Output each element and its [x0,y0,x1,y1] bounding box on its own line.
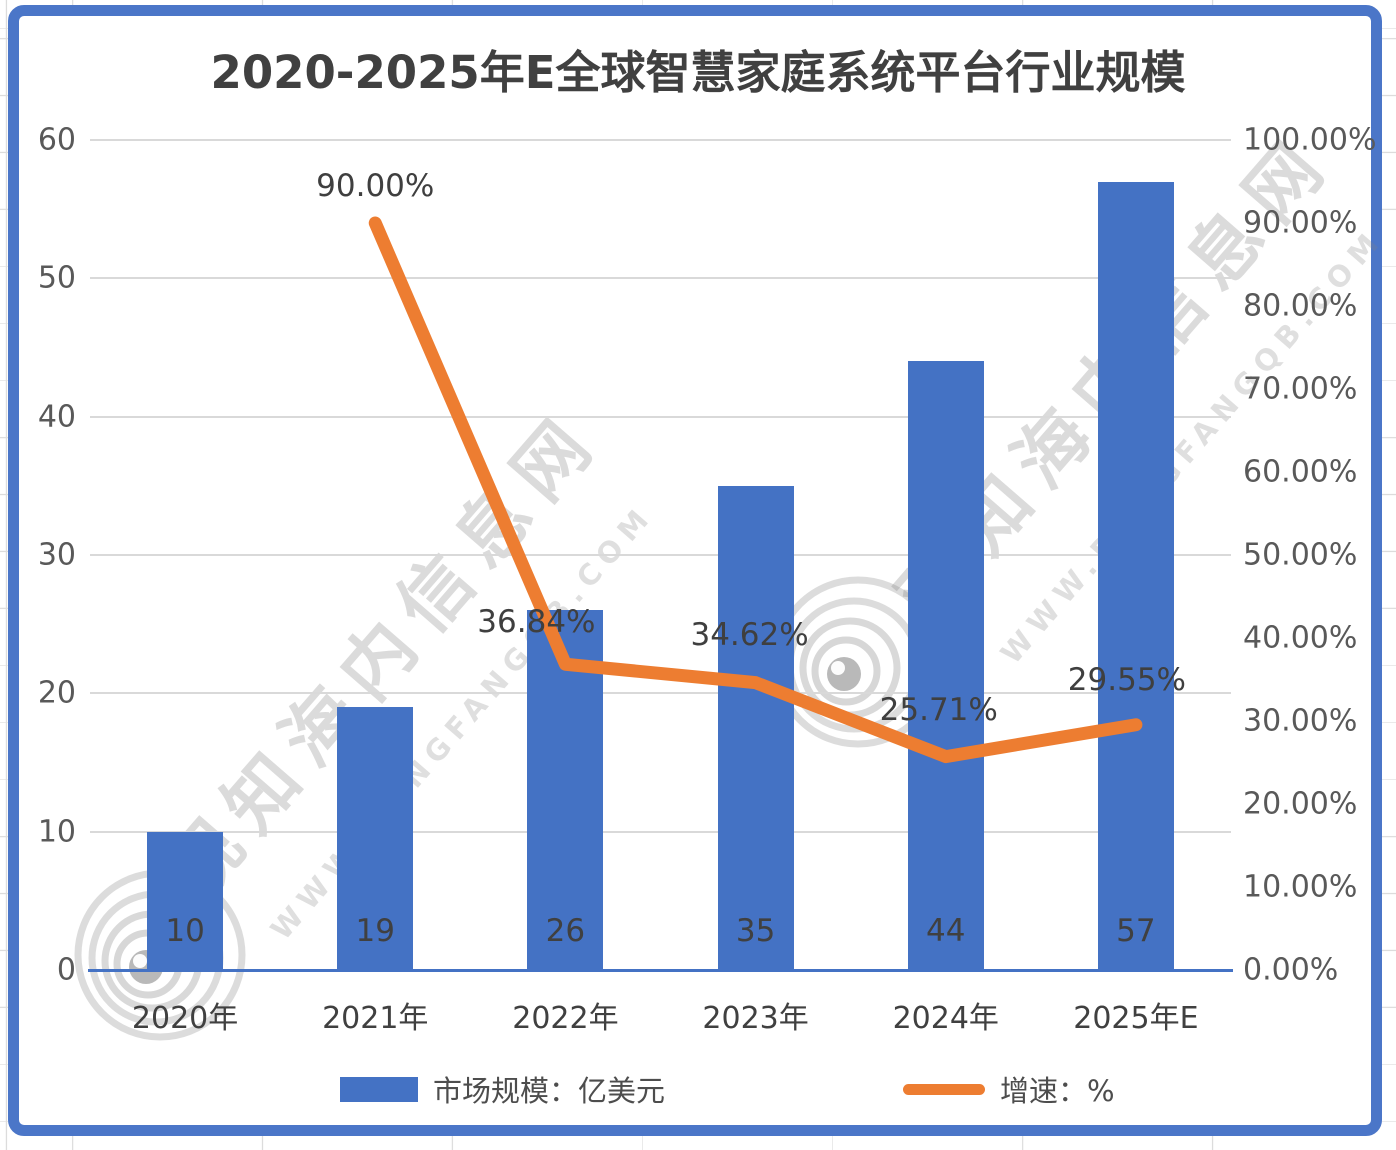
left-axis-tick: 30 [37,537,76,573]
right-axis-tick: 40.00% [1243,620,1358,656]
legend-label-market-size: 市场规模：亿美元 [433,1074,666,1108]
category-axis-line [88,969,1233,972]
right-axis-tick: 80.00% [1243,288,1358,324]
gridline [90,692,1231,695]
left-axis-tick: 50 [37,260,76,296]
gridline [90,554,1231,556]
right-axis-tick: 10.00% [1243,869,1358,905]
x-axis-label: 2025年E [1073,1001,1199,1036]
right-axis-tick: 70.00% [1243,371,1358,407]
right-axis-tick: 30.00% [1243,703,1358,739]
right-axis-tick: 60.00% [1243,454,1358,490]
legend-item-growth-rate: 增速：% [903,1068,1115,1110]
right-axis-tick: 50.00% [1243,537,1358,573]
x-axis-label: 2024年 [892,1001,999,1036]
chart-title: 2020-2025年E全球智慧家庭系统平台行业规模 [210,46,1186,99]
legend-line-swatch [903,1083,985,1095]
legend-bar-swatch [340,1076,418,1102]
bar-value-label: 57 [1116,913,1156,949]
bar [907,361,984,970]
legend-item-market-size: 市场规模：亿美元 [340,1068,665,1110]
x-axis-label: 2021年 [322,1001,429,1036]
legend-label-growth-rate: 增速：% [1000,1074,1115,1108]
bar-value-label: 10 [165,913,205,949]
gridline [90,277,1231,280]
right-axis-tick: 90.00% [1243,205,1358,241]
gridline [90,415,1231,418]
bar-value-label: 44 [926,913,966,949]
bar-value-label: 19 [355,913,395,949]
bar [1097,181,1174,970]
line-data-label: 25.71% [879,691,998,728]
bar [147,831,224,970]
right-axis-tick: 0.00% [1243,952,1339,988]
left-axis-tick: 60 [37,122,76,158]
gridline [90,139,1231,141]
left-axis-tick: 40 [37,399,76,435]
line-data-label: 29.55% [1067,661,1187,698]
x-axis-label: 2023年 [702,1001,809,1036]
left-axis-tick: 20 [37,675,76,711]
bar-value-label: 35 [735,913,776,949]
line-data-label: 90.00% [316,168,435,204]
bar [337,707,414,970]
right-axis-tick: 100.00% [1243,122,1377,158]
line-data-label: 34.62% [690,616,809,653]
x-axis-label: 2020年 [131,1001,239,1036]
left-axis-tick: 0 [56,952,76,988]
right-axis-tick: 20.00% [1243,786,1358,822]
gridline [90,830,1231,833]
bar [717,485,794,970]
line-data-label: 36.84% [477,604,596,641]
x-axis-label: 2022年 [512,1001,619,1036]
left-axis-tick: 10 [37,814,76,850]
bar-value-label: 26 [545,913,586,949]
